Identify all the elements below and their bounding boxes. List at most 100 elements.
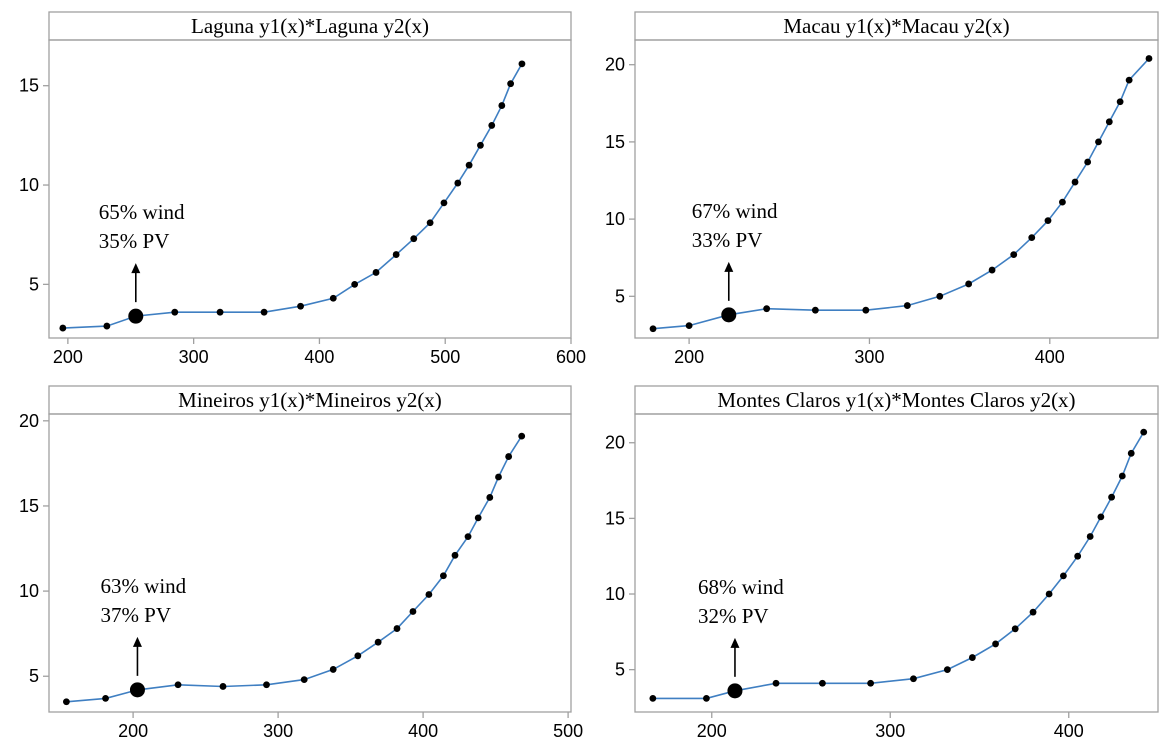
data-point [216, 308, 224, 316]
data-point [1044, 217, 1052, 225]
chart-panel-laguna: Laguna y1(x)*Laguna y2(x) 200 300 400 500 600… [0, 0, 586, 371]
y-tick-label: 5 [29, 666, 39, 686]
data-point [1074, 552, 1082, 560]
x-tick-label: 300 [854, 347, 884, 367]
y-tick-label: 15 [19, 496, 39, 516]
y-tick-label: 15 [605, 132, 625, 152]
data-point [968, 654, 976, 661]
data-point [174, 681, 182, 689]
y-tick-label: 20 [605, 433, 625, 453]
series-line [66, 435, 523, 703]
data-point [685, 322, 693, 330]
data-point [59, 324, 67, 332]
plot-frame [48, 39, 572, 339]
x-tick-label: 500 [430, 347, 460, 367]
data-point [474, 514, 482, 522]
x-tick-label: 200 [53, 347, 83, 367]
data-point [1145, 55, 1153, 62]
title-strip [634, 11, 1159, 41]
data-point [1045, 590, 1053, 598]
y-tick-label: 10 [605, 209, 625, 229]
data-point [409, 608, 417, 615]
annotation-wind: 68% wind [698, 575, 784, 599]
data-point [451, 551, 459, 559]
x-tick-label: 300 [263, 721, 293, 741]
chart-svg-montes-claros: Montes Claros y1(x)*Montes Claros y2(x) 2… [605, 385, 1159, 741]
annotation-pv: 37% PV [100, 603, 171, 627]
data-point [1095, 138, 1102, 146]
arrow-head [132, 636, 142, 647]
annotation-wind: 67% wind [692, 199, 778, 223]
data-point [1116, 98, 1124, 106]
chart-svg-macau: Macau y1(x)*Macau y2(x) 200 300 400 5 10 15 20 6… [605, 11, 1159, 367]
data-point [260, 308, 268, 316]
data-point [505, 453, 513, 460]
plot-frame [48, 413, 572, 713]
data-point [518, 432, 526, 440]
data-point [486, 494, 494, 501]
y-tick-label: 5 [29, 274, 39, 294]
data-point [867, 679, 875, 687]
chart-panel-montes-claros: Montes Claros y1(x)*Montes Claros y2(x) 2… [584, 371, 1168, 742]
data-point [1108, 493, 1115, 501]
data-point [477, 141, 484, 149]
data-point [171, 308, 179, 316]
arrow-head [730, 637, 740, 648]
data-point [103, 322, 111, 330]
plot-frame [634, 39, 1159, 339]
data-point [1071, 178, 1079, 186]
data-point [1140, 428, 1148, 436]
data-point [329, 294, 337, 302]
data-point [393, 625, 401, 632]
x-tick-label: 400 [304, 347, 334, 367]
highlight-point [129, 682, 145, 698]
x-tick-label: 400 [408, 721, 438, 741]
chart-panel-mineiros: Mineiros y1(x)*Mineiros y2(x) 200 300 400 50… [0, 371, 584, 742]
plot-frame [634, 413, 1159, 713]
data-point [862, 306, 870, 314]
data-point [495, 473, 502, 481]
series-line [62, 63, 523, 329]
data-point [1059, 198, 1066, 206]
x-tick-label: 200 [674, 347, 704, 367]
data-point [498, 102, 506, 109]
x-tick-label: 400 [1054, 721, 1084, 741]
data-point [1127, 449, 1135, 457]
y-tick-label: 15 [19, 76, 39, 96]
data-point [1059, 572, 1067, 580]
data-point [454, 179, 462, 187]
data-point [910, 675, 917, 683]
data-point [1028, 234, 1036, 242]
highlight-point [128, 308, 144, 324]
x-tick-label: 500 [553, 721, 583, 741]
data-point [410, 235, 418, 243]
x-tick-label: 200 [697, 721, 727, 741]
data-point [772, 679, 780, 687]
y-tick-label: 5 [615, 660, 625, 680]
data-point [936, 292, 944, 300]
chart-svg-mineiros: Mineiros y1(x)*Mineiros y2(x) 200 300 400 50… [19, 385, 583, 741]
data-point [1118, 472, 1126, 480]
data-point [988, 266, 996, 274]
data-point [1029, 608, 1037, 616]
data-point [943, 666, 951, 674]
data-point [1097, 513, 1105, 521]
highlight-point [721, 307, 737, 323]
data-point [1084, 158, 1092, 166]
data-point [425, 591, 433, 598]
title-strip [634, 385, 1159, 415]
y-tick-label: 15 [605, 508, 625, 528]
data-point [329, 666, 337, 673]
data-point [63, 698, 70, 706]
annotation-wind: 63% wind [100, 574, 186, 598]
data-point [102, 694, 109, 702]
arrow-head [724, 261, 734, 272]
data-point [649, 694, 657, 702]
data-point [488, 122, 496, 129]
chart-title: Mineiros y1(x)*Mineiros y2(x) [178, 388, 442, 412]
data-point [464, 533, 472, 541]
x-tick-label: 300 [179, 347, 209, 367]
x-tick-label: 300 [875, 721, 905, 741]
data-point [219, 683, 227, 690]
y-tick-label: 10 [605, 584, 625, 604]
